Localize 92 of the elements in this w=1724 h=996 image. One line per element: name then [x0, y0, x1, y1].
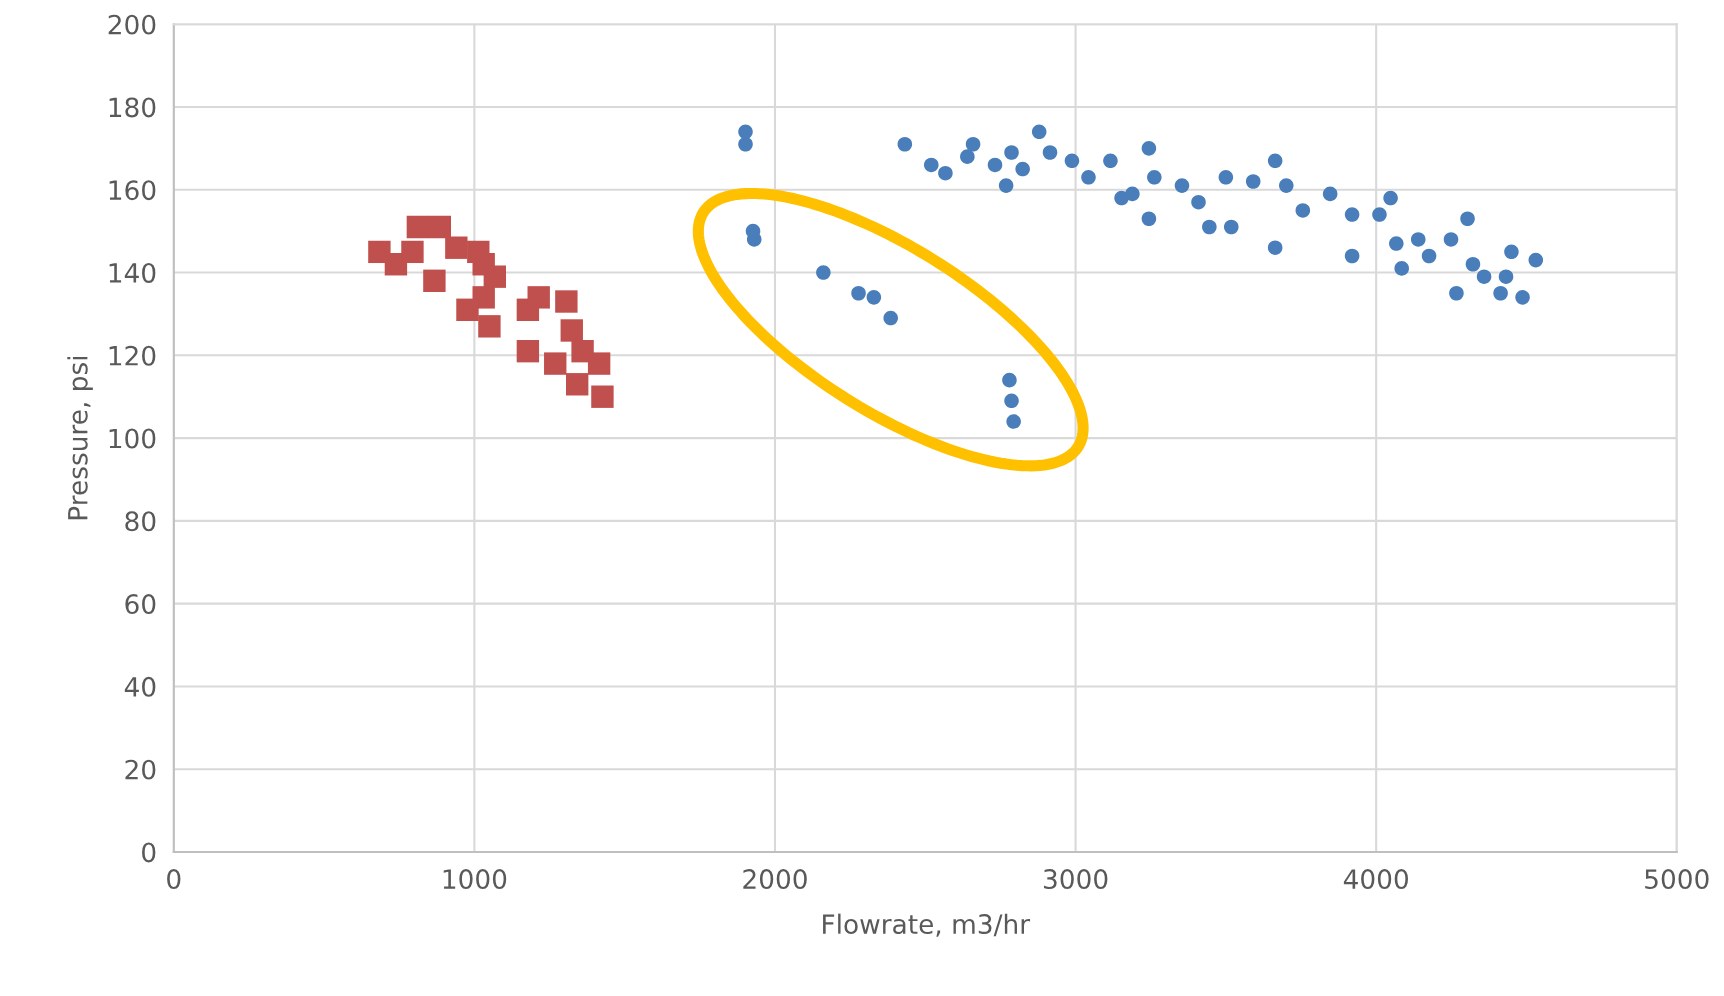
point: [472, 286, 495, 309]
point: [1042, 145, 1058, 160]
point: [1006, 414, 1021, 429]
point: [1322, 186, 1338, 202]
y-tick-label: 160: [109, 180, 156, 201]
point: [1267, 240, 1283, 255]
point: [1191, 194, 1206, 210]
point: [883, 310, 898, 326]
point: [1202, 219, 1217, 235]
point: [1421, 248, 1437, 264]
x-axis-title: Flowrate, m3/hr: [823, 913, 1031, 937]
point: [1515, 290, 1530, 305]
point: [960, 149, 975, 164]
point: [1141, 211, 1157, 227]
point: [527, 286, 550, 309]
point: [924, 157, 939, 173]
point: [591, 385, 614, 408]
point: [1081, 170, 1096, 185]
point: [1460, 211, 1475, 227]
y-tick-label: 200: [108, 14, 156, 35]
point: [1295, 203, 1311, 218]
x-tick-label: 5000: [1645, 869, 1709, 890]
point: [1174, 178, 1190, 193]
point: [445, 236, 468, 259]
point: [1004, 393, 1019, 409]
point: [738, 136, 753, 152]
point: [483, 265, 507, 288]
x-tick-label: 0: [167, 869, 181, 890]
point: [1443, 232, 1459, 247]
y-tick-label: 140: [109, 262, 156, 283]
point: [998, 178, 1014, 193]
point: [1344, 207, 1360, 222]
point: [560, 319, 583, 342]
point: [965, 136, 981, 152]
point: [1476, 269, 1492, 284]
y-tick-label: 180: [109, 97, 156, 118]
point: [1218, 170, 1234, 185]
point: [1383, 190, 1398, 206]
point: [866, 290, 882, 305]
point: [1103, 153, 1118, 169]
point: [423, 269, 446, 293]
point: [746, 232, 762, 247]
y-tick-label: 40: [124, 676, 156, 697]
x-tick-label: 3000: [1044, 869, 1108, 890]
point: [406, 215, 430, 239]
point: [1125, 186, 1140, 202]
point: [1394, 261, 1410, 276]
point: [587, 352, 611, 375]
point: [1064, 153, 1080, 169]
point: [987, 157, 1003, 173]
point: [938, 165, 953, 181]
point: [544, 352, 567, 375]
y-tick-label: 80: [125, 511, 156, 532]
point: [738, 124, 753, 140]
point: [516, 339, 540, 363]
point: [1267, 153, 1283, 169]
point: [1147, 170, 1162, 185]
point: [1504, 244, 1519, 260]
point: [1004, 145, 1019, 160]
y-tick-label: 60: [125, 594, 156, 615]
point: [1372, 207, 1387, 222]
point: [1465, 256, 1481, 272]
point: [428, 215, 451, 239]
y-tick-label: 20: [125, 759, 156, 780]
x-tick-label: 4000: [1343, 869, 1408, 890]
point: [1389, 236, 1404, 251]
point: [1410, 232, 1426, 247]
x-tick-label: 1000: [443, 869, 507, 890]
point: [897, 136, 913, 152]
point: [1245, 174, 1261, 189]
y-axis-title: Pressure, psi: [67, 356, 93, 520]
point: [1449, 285, 1464, 301]
point: [816, 265, 831, 280]
point: [1528, 252, 1544, 268]
point: [1223, 219, 1239, 235]
point: [555, 290, 578, 313]
point: [1498, 269, 1514, 284]
y-tick-label: 120: [109, 345, 156, 366]
point: [1141, 141, 1157, 156]
point: [478, 315, 501, 338]
point: [1279, 178, 1294, 193]
point: [1344, 248, 1360, 264]
y-tick-label: 0: [142, 842, 156, 863]
point: [851, 285, 866, 301]
point: [1002, 372, 1017, 388]
point: [401, 240, 424, 264]
y-tick-label: 100: [109, 428, 156, 449]
point: [565, 373, 589, 396]
x-tick-label: 2000: [743, 869, 807, 890]
point: [1031, 124, 1047, 140]
point: [1493, 285, 1508, 301]
point: [1015, 161, 1030, 177]
